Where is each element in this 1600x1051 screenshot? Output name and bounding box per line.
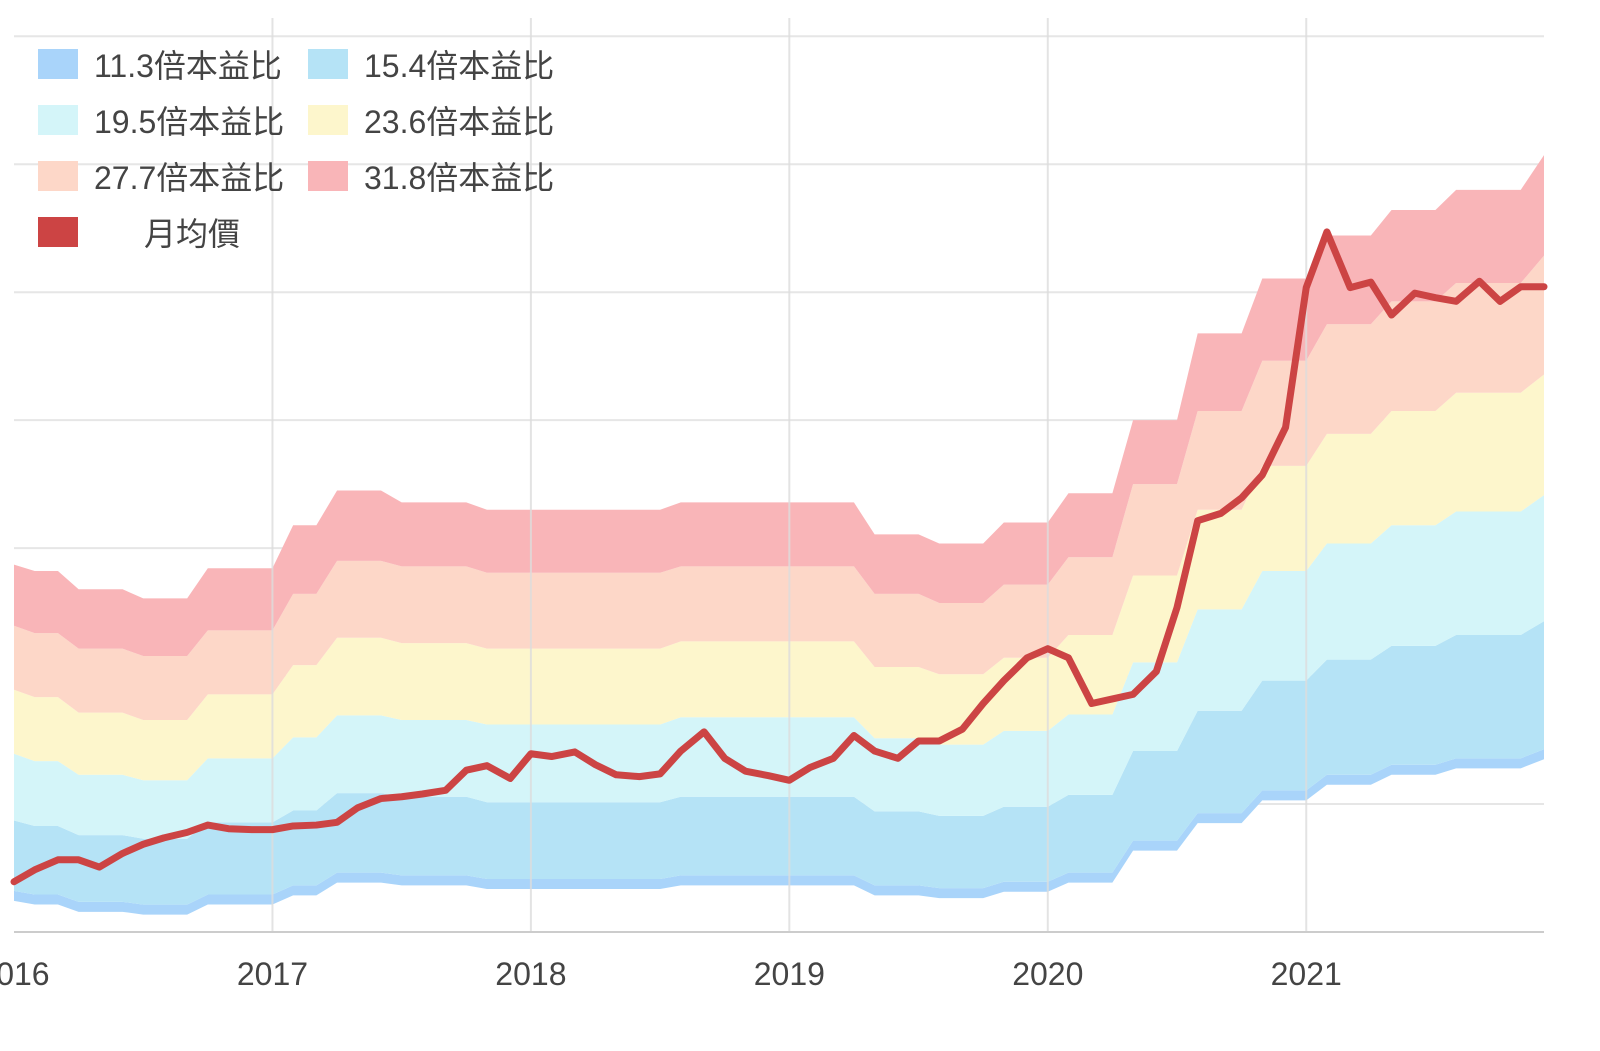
band-23.6倍本益比 (14, 374, 1544, 781)
legend-swatch (38, 161, 78, 191)
x-tick-labels: 2016 2017 2018 2019 2020 2021 (0, 956, 1342, 992)
legend-item-31-8[interactable]: 31.8倍本益比 (308, 148, 554, 204)
x-tick-label: 2020 (1012, 956, 1083, 992)
band-11.3倍本益比 (14, 749, 1544, 915)
legend-label: 11.3倍本益比 (94, 48, 282, 84)
legend-item-15-4[interactable]: 15.4倍本益比 (308, 36, 554, 92)
x-tick-label: 2017 (237, 956, 308, 992)
band-15.4倍本益比 (14, 621, 1544, 905)
legend-label: 31.8倍本益比 (364, 160, 555, 196)
legend-item-11-3[interactable]: 11.3倍本益比 (38, 36, 282, 92)
x-tick-label: 2018 (495, 956, 566, 992)
legend-item-19-5[interactable]: 19.5倍本益比 (38, 92, 284, 148)
band-19.5倍本益比 (14, 495, 1544, 839)
x-tick-label: 2019 (754, 956, 825, 992)
price-line (10, 228, 1548, 886)
legend-swatch (38, 49, 78, 79)
price-line-group (10, 228, 1548, 886)
legend-item-23-6[interactable]: 23.6倍本益比 (308, 92, 554, 148)
legend-label: 19.5倍本益比 (94, 104, 285, 140)
legend-swatch (38, 105, 78, 135)
legend-label: 23.6倍本益比 (364, 104, 555, 140)
band-27.7倍本益比 (14, 255, 1544, 720)
legend-item-monthly-avg-price[interactable]: 月均價 (38, 204, 240, 260)
legend-label: 27.7倍本益比 (94, 160, 285, 196)
legend-swatch (308, 161, 348, 191)
x-tick-label: 2021 (1271, 956, 1342, 992)
legend-swatch (308, 49, 348, 79)
band-31.8倍本益比 (14, 155, 1544, 656)
legend-swatch (38, 217, 78, 247)
legend-swatch (308, 105, 348, 135)
legend-label: 15.4倍本益比 (364, 48, 555, 84)
legend-label: 月均價 (144, 216, 241, 252)
pe-bands (14, 155, 1544, 915)
legend-item-27-7[interactable]: 27.7倍本益比 (38, 148, 284, 204)
x-tick-label: 2016 (0, 956, 50, 992)
